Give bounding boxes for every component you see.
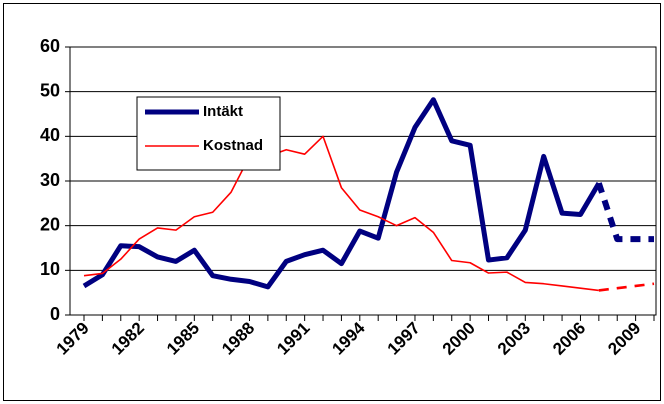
y-tick-label: 0 (50, 304, 60, 324)
series-line (82, 97, 601, 290)
y-tick-label: 30 (40, 170, 60, 190)
y-tick-label: 20 (40, 214, 60, 234)
series-line-dashed (598, 282, 655, 292)
legend-label: Kostnad (203, 137, 263, 154)
legend-box (136, 96, 281, 171)
y-tick-label: 50 (40, 80, 60, 100)
y-tick-label: 60 (40, 36, 60, 56)
legend-label: Intäkt (203, 103, 243, 120)
plot-border (69, 46, 657, 316)
y-tick-label: 10 (40, 259, 60, 279)
series-line (83, 135, 599, 292)
y-tick-label: 40 (40, 125, 60, 145)
